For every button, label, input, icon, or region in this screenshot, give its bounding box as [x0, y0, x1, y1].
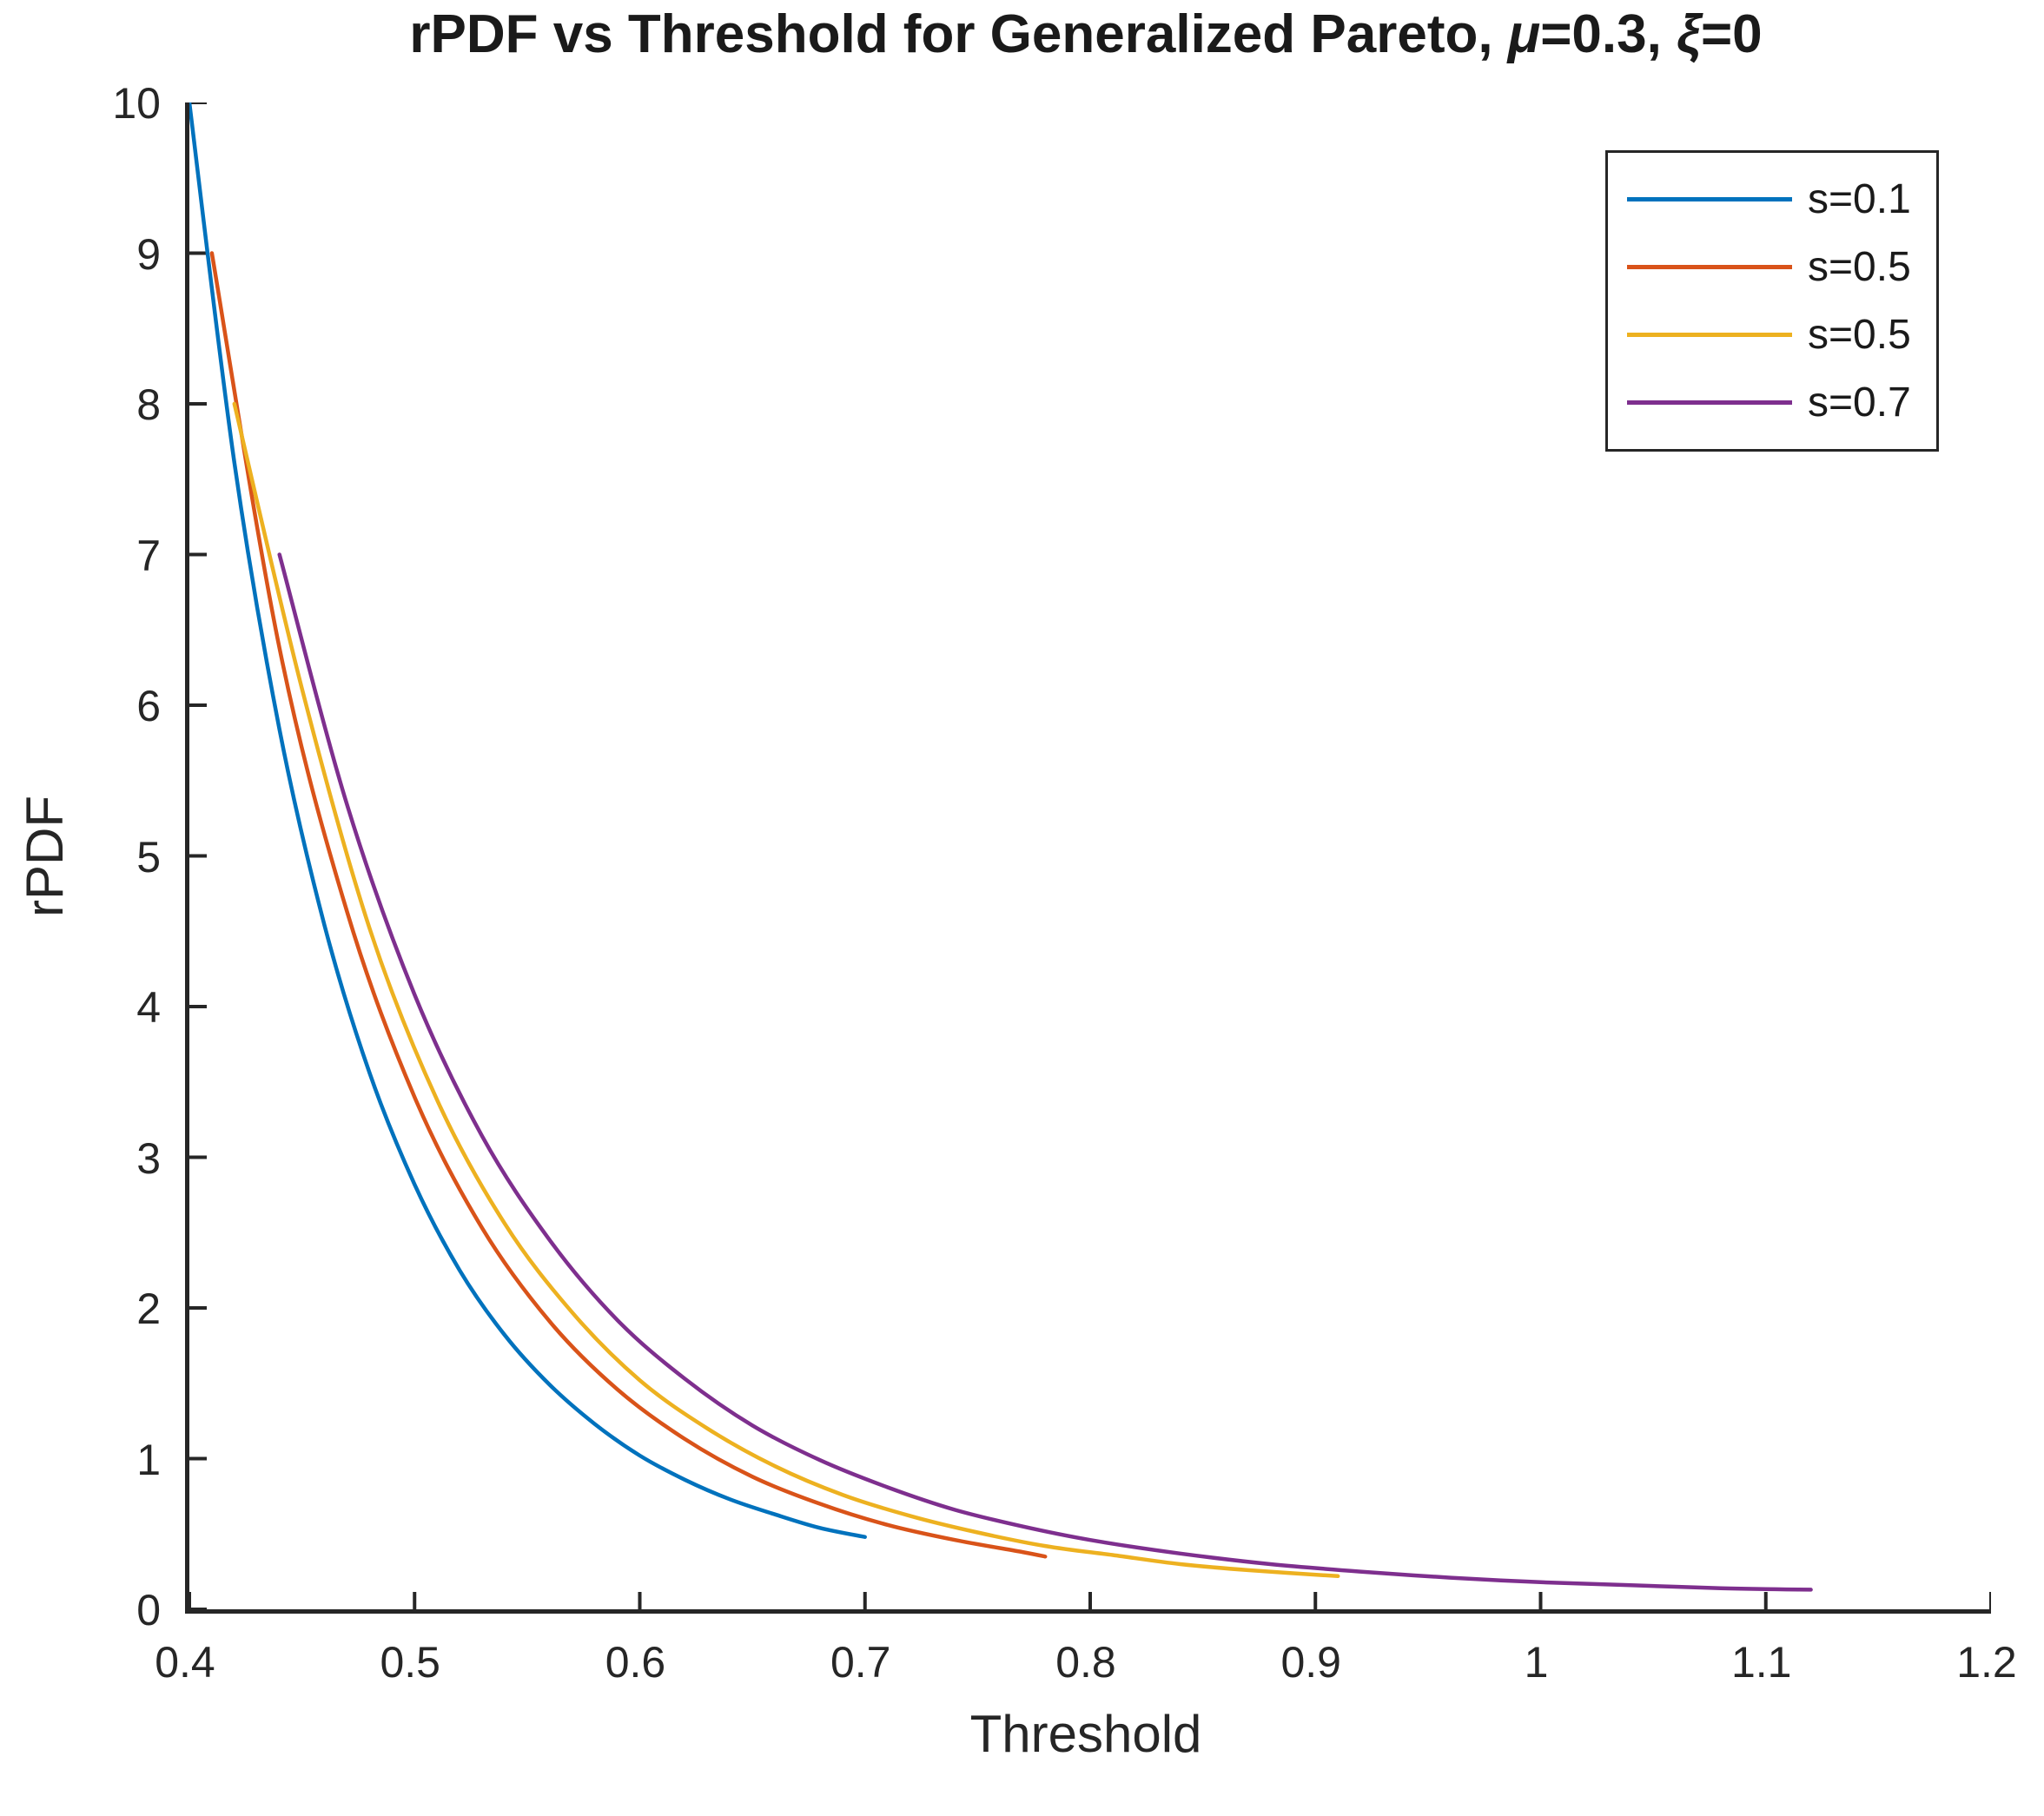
x-tick-label: 0.7	[830, 1638, 891, 1687]
y-tick-label: 1	[136, 1435, 161, 1484]
y-tick-label: 2	[136, 1284, 161, 1333]
legend-label: s=0.1	[1808, 175, 1911, 222]
legend-line-sample	[1627, 196, 1792, 201]
legend-item: s=0.7	[1627, 379, 1928, 426]
x-tick-label: 0.9	[1280, 1638, 1341, 1687]
legend-label: s=0.5	[1808, 312, 1911, 359]
xi-symbol: ξ	[1677, 4, 1701, 64]
x-tick-label: 1.2	[1956, 1638, 2017, 1687]
x-tick-label: 0.8	[1055, 1638, 1116, 1687]
xi-value: =0	[1700, 4, 1763, 64]
legend-item: s=0.5	[1627, 243, 1928, 291]
series-line-s=0.7	[277, 552, 1813, 1592]
mu-value: =0.3,	[1540, 4, 1677, 64]
mu-symbol: μ	[1507, 4, 1541, 64]
plot-canvas	[189, 102, 1991, 1609]
y-tick-label: 4	[136, 983, 161, 1032]
plot-area	[185, 102, 1991, 1614]
chart-title: rPDF vs Threshold for Generalized Pareto…	[185, 3, 1987, 65]
legend-label: s=0.5	[1808, 243, 1911, 290]
y-tick-label: 5	[136, 832, 161, 882]
x-tick-label: 0.6	[605, 1638, 666, 1687]
x-tick-label: 1.1	[1730, 1638, 1792, 1687]
legend-line-sample	[1627, 333, 1792, 338]
y-tick-label: 0	[136, 1586, 161, 1634]
y-tick-label: 6	[136, 682, 161, 730]
y-tick-label: 9	[136, 229, 161, 279]
x-tick-label: 0.5	[380, 1638, 440, 1687]
x-tick-label: 1	[1524, 1638, 1549, 1687]
legend-line-sample	[1627, 264, 1792, 269]
series-line-s=0.1	[189, 102, 867, 1539]
y-tick-label: 7	[136, 531, 161, 580]
legend-label: s=0.7	[1808, 380, 1911, 426]
legend-item: s=0.1	[1627, 175, 1928, 223]
legend-box: s=0.1 s=0.5 s=0.5 s=0.7	[1605, 150, 1939, 452]
y-tick-label: 10	[112, 79, 161, 128]
series-line-s=0.5	[209, 251, 1048, 1559]
y-tick-label: 8	[136, 380, 161, 429]
x-tick-label: 0.4	[155, 1638, 215, 1687]
chart-title-text: rPDF vs Threshold for Generalized Pareto…	[409, 4, 1508, 64]
series-line-s=0.5	[232, 401, 1340, 1579]
x-axis-label: Threshold	[969, 1705, 1202, 1763]
legend-line-sample	[1627, 400, 1792, 406]
legend-item: s=0.5	[1627, 311, 1928, 359]
y-tick-label: 3	[136, 1133, 161, 1183]
